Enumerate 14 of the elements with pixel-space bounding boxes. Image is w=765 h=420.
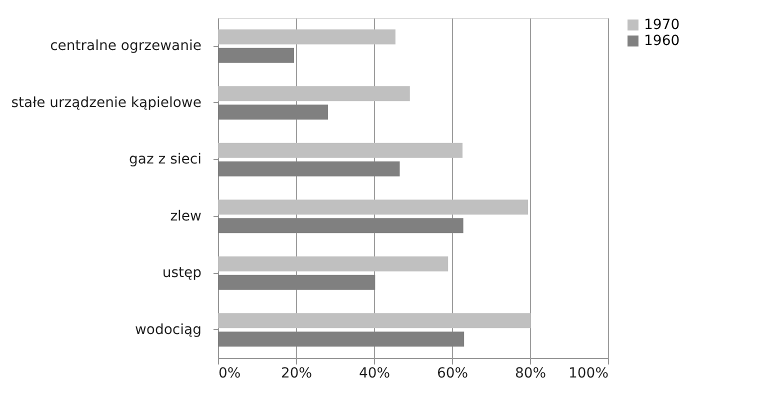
y-tick-label: centralne ogrzewanie [50, 38, 202, 54]
legend-label: 1970 [644, 17, 680, 33]
x-tick-label: 100% [568, 366, 608, 382]
y-tick-label: wodociąg [134, 322, 202, 338]
y-tick-label: gaz z sieci [129, 152, 202, 168]
x-tick-label: 0% [218, 366, 241, 382]
x-tick-label: 40% [358, 366, 390, 382]
x-tick-label: 80% [514, 366, 546, 382]
y-tick-label: zlew [170, 208, 202, 224]
y-tick-label: ustęp [162, 265, 202, 282]
y-tick-label: stałe urządzenie kąpielowe [11, 94, 202, 111]
x-tick-label: 20% [280, 366, 312, 382]
legend-label: 1960 [644, 33, 680, 49]
x-tick-label: 60% [436, 366, 468, 382]
